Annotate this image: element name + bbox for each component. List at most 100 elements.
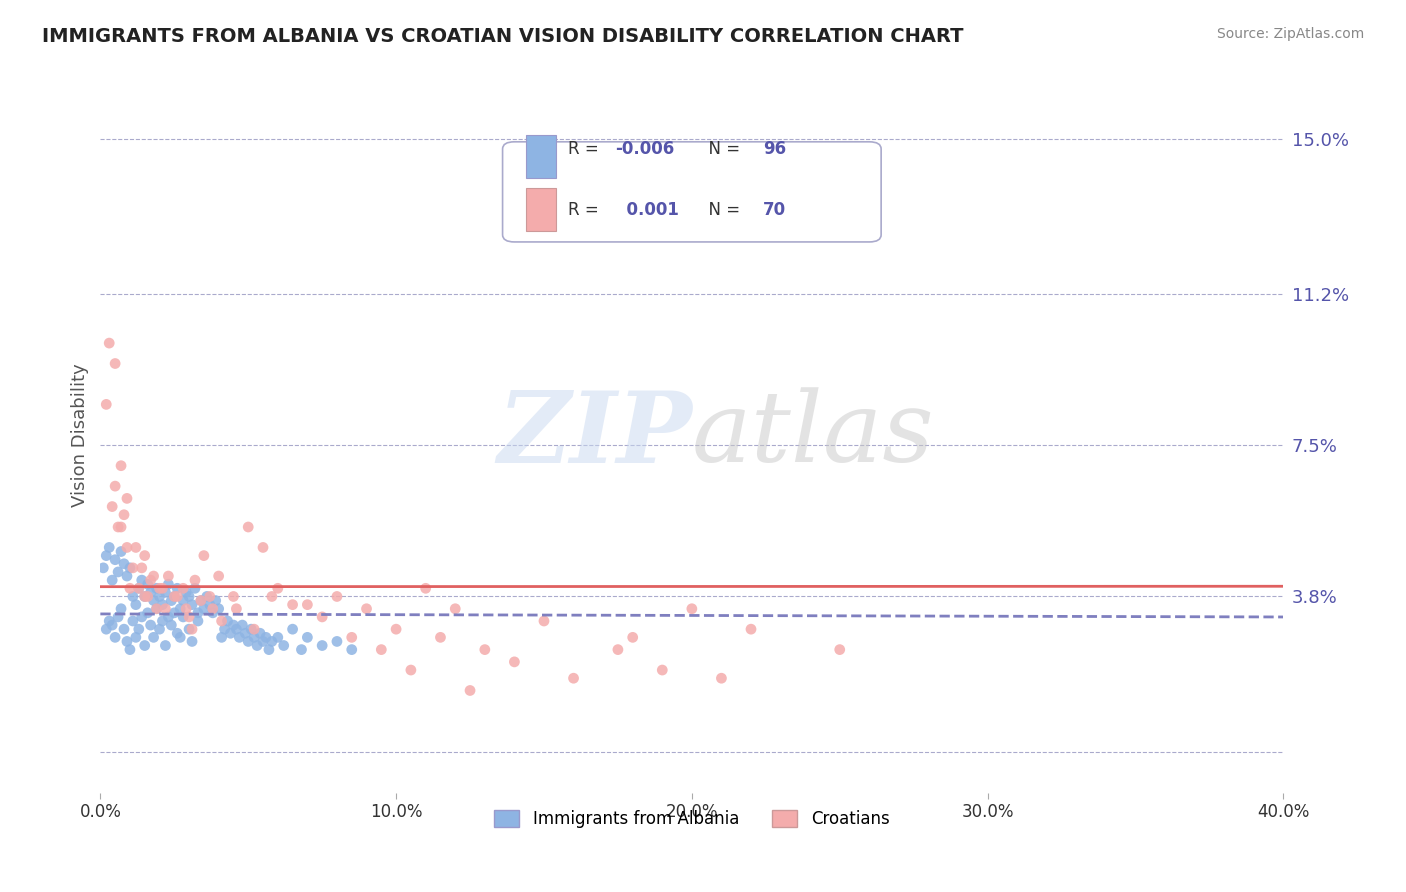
Point (503, 655, 526, 669)
Point (163, 590, 186, 604)
Point (340, 631, 363, 645)
Point (122, 590, 145, 604)
Point (169, 631, 191, 645)
Point (134, 590, 156, 604)
Text: -0.006: -0.006 (614, 140, 675, 158)
Point (172, 610, 194, 624)
Text: R =: R = (568, 140, 603, 158)
Point (155, 585, 177, 599)
Point (273, 639, 295, 653)
Text: 70: 70 (763, 201, 786, 219)
Point (134, 590, 156, 604)
Point (125, 598, 148, 612)
Point (651, 663, 673, 677)
Point (174, 601, 197, 615)
Point (828, 642, 851, 657)
Point (267, 582, 290, 596)
Point (115, 491, 138, 506)
Point (155, 601, 177, 615)
Bar (526, 188, 555, 231)
Point (385, 622, 408, 636)
Point (193, 549, 215, 563)
Point (101, 500, 124, 514)
Point (148, 622, 170, 636)
Point (177, 590, 200, 604)
Point (211, 631, 233, 645)
Point (187, 606, 209, 620)
Point (214, 622, 236, 636)
Point (415, 582, 437, 596)
Point (128, 582, 150, 596)
Point (96, 397, 118, 411)
Point (172, 582, 194, 596)
Point (98, 541, 121, 555)
Point (157, 577, 180, 591)
Point (125, 631, 148, 645)
Text: 96: 96 (763, 140, 786, 158)
Point (231, 618, 253, 632)
Text: atlas: atlas (692, 387, 935, 483)
Point (96, 549, 118, 563)
Bar (526, 135, 555, 178)
Point (110, 601, 132, 615)
Point (115, 569, 138, 583)
Point (118, 561, 141, 575)
Point (184, 582, 207, 596)
Point (429, 631, 451, 645)
Point (101, 573, 124, 587)
Point (131, 561, 153, 575)
Point (240, 622, 263, 636)
Point (297, 631, 319, 645)
Point (252, 634, 274, 648)
Point (107, 610, 129, 624)
FancyBboxPatch shape (502, 142, 882, 242)
Point (243, 631, 266, 645)
Point (157, 610, 180, 624)
Point (145, 601, 167, 615)
Point (139, 585, 162, 599)
Point (128, 622, 150, 636)
Point (326, 590, 349, 604)
Point (172, 593, 194, 607)
Point (458, 683, 481, 698)
Point (148, 590, 170, 604)
Point (110, 458, 132, 473)
Point (152, 582, 174, 596)
Point (195, 590, 218, 604)
Point (152, 614, 174, 628)
Point (228, 631, 250, 645)
Point (152, 598, 174, 612)
Point (181, 634, 204, 648)
Point (145, 601, 167, 615)
Point (139, 618, 162, 632)
Point (204, 593, 226, 607)
Point (340, 642, 363, 657)
Point (112, 508, 135, 522)
Point (107, 520, 129, 534)
Point (249, 626, 271, 640)
Point (136, 577, 159, 591)
Point (166, 590, 188, 604)
Point (399, 663, 422, 677)
Point (163, 606, 186, 620)
Point (107, 565, 129, 579)
Point (238, 520, 260, 534)
Point (233, 626, 256, 640)
Point (208, 601, 231, 615)
Point (201, 606, 224, 620)
Point (131, 573, 153, 587)
Point (254, 631, 277, 645)
Point (217, 614, 239, 628)
Point (112, 557, 135, 571)
Point (134, 639, 156, 653)
Point (260, 590, 283, 604)
Point (208, 569, 231, 583)
Point (96, 622, 118, 636)
Point (110, 520, 132, 534)
Point (184, 573, 207, 587)
Point (134, 549, 156, 563)
Point (98, 614, 121, 628)
Point (326, 634, 349, 648)
Text: N =: N = (697, 140, 745, 158)
Point (740, 622, 762, 636)
